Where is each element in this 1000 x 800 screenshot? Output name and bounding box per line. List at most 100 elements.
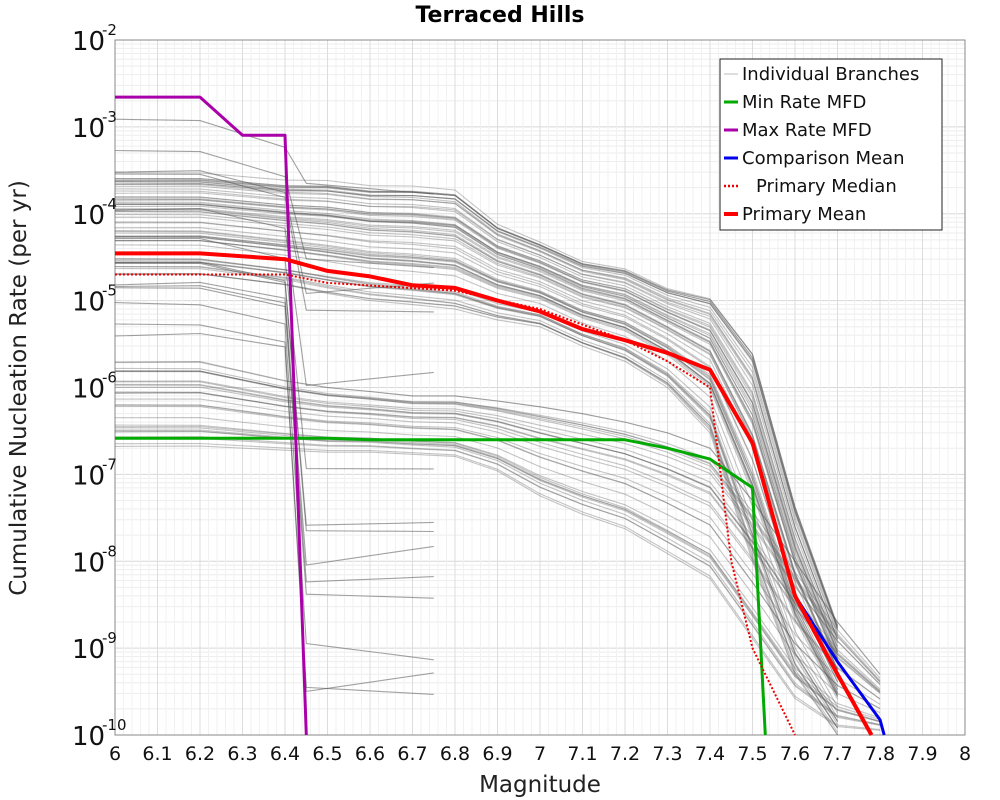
series-lines bbox=[115, 95, 886, 736]
branch-line bbox=[114, 261, 434, 526]
y-tick-base: 10 bbox=[72, 722, 105, 752]
x-tick-label: 6.1 bbox=[142, 743, 172, 765]
y-tick-base: 10 bbox=[72, 461, 105, 491]
x-tick-label: 6.5 bbox=[312, 743, 342, 765]
branch-line bbox=[114, 183, 839, 629]
series-max-rate-mfd bbox=[115, 95, 308, 736]
branch-line bbox=[115, 178, 839, 629]
x-tick-label: 7.3 bbox=[652, 743, 682, 765]
grid bbox=[114, 40, 966, 736]
branch-line bbox=[114, 404, 881, 710]
branch-line bbox=[114, 181, 839, 640]
branch-line bbox=[114, 209, 839, 664]
branch-line bbox=[114, 203, 839, 656]
y-tick-label: 10-10 bbox=[72, 716, 127, 752]
branch-line bbox=[114, 384, 881, 693]
y-tick-exponent: -8 bbox=[102, 542, 117, 560]
branch-line bbox=[114, 199, 839, 653]
branch-line bbox=[114, 380, 881, 685]
branch-line bbox=[115, 404, 881, 705]
legend-label: Max Rate MFD bbox=[742, 120, 872, 141]
branch-line bbox=[114, 190, 839, 648]
branch-line bbox=[114, 262, 838, 718]
y-tick-exponent: -10 bbox=[102, 716, 127, 734]
series-comparison-mean bbox=[793, 594, 886, 736]
branch-line bbox=[114, 183, 839, 629]
branch-line bbox=[114, 177, 839, 631]
legend-label: Primary Mean bbox=[742, 204, 866, 225]
series-min-rate-mfd bbox=[115, 436, 767, 736]
y-tick-exponent: -3 bbox=[102, 108, 117, 126]
branch-line bbox=[114, 185, 839, 636]
branch-line bbox=[114, 213, 839, 672]
branch-line bbox=[114, 425, 881, 719]
branch-line bbox=[114, 210, 839, 670]
x-tick-label: 6.2 bbox=[185, 743, 215, 765]
branch-line bbox=[114, 371, 881, 683]
chart-title: Terraced Hills bbox=[415, 3, 584, 28]
y-tick-label: 10-7 bbox=[72, 455, 117, 491]
x-tick-label: 7.8 bbox=[865, 743, 895, 765]
branch-line bbox=[114, 391, 881, 700]
plot-area bbox=[114, 39, 966, 736]
x-axis-ticks: 6 6.1 6.2 6.3 6.4 6.5 6.6 6.7 6.8 6.9 7 7.1 7.2 7.3 7.… bbox=[109, 743, 971, 765]
branch-line bbox=[115, 239, 838, 698]
branch-line bbox=[114, 258, 838, 725]
branch-line bbox=[114, 180, 839, 626]
branch-line bbox=[114, 236, 838, 696]
branch-line bbox=[114, 196, 839, 653]
branch-line bbox=[114, 179, 839, 628]
branch-line bbox=[114, 199, 839, 647]
branch-line bbox=[114, 211, 839, 671]
y-axis-label: Cumulative Nucleation Rate (per yr) bbox=[6, 180, 32, 596]
branch-line bbox=[114, 235, 838, 687]
branch-line bbox=[114, 236, 838, 697]
branch-line bbox=[114, 227, 838, 683]
branch-line bbox=[114, 240, 838, 700]
x-axis-label: Magnitude bbox=[479, 772, 601, 798]
branch-line bbox=[114, 437, 881, 726]
branch-line bbox=[114, 265, 838, 729]
x-tick-label: 7 bbox=[534, 743, 546, 765]
branch-line bbox=[114, 208, 839, 662]
legend-label: Min Rate MFD bbox=[742, 92, 866, 113]
branch-line bbox=[114, 445, 881, 731]
branch-line bbox=[114, 272, 838, 736]
branch-line bbox=[114, 285, 434, 583]
branch-line bbox=[114, 430, 881, 721]
branch-line bbox=[114, 118, 434, 195]
y-tick-exponent: -2 bbox=[102, 21, 117, 39]
legend-label: Primary Median bbox=[756, 176, 897, 197]
branch-line bbox=[114, 424, 881, 722]
branch-line bbox=[114, 417, 881, 714]
legend[interactable]: Individual Branches Min Rate MFD Max Rate … bbox=[719, 58, 943, 231]
x-tick-label: 7.1 bbox=[567, 743, 597, 765]
y-tick-label: 10-3 bbox=[72, 108, 117, 144]
y-tick-label: 10-8 bbox=[72, 542, 117, 578]
branch-line bbox=[114, 287, 434, 599]
individual-branches bbox=[114, 118, 881, 736]
branch-line bbox=[114, 266, 838, 735]
y-tick-exponent: -9 bbox=[102, 629, 117, 647]
branch-line bbox=[114, 203, 839, 662]
x-tick-label: 6.8 bbox=[440, 743, 470, 765]
y-tick-exponent: -5 bbox=[102, 282, 117, 300]
x-tick-label: 6 bbox=[109, 743, 121, 765]
x-tick-label: 6.4 bbox=[270, 743, 300, 765]
branch-line bbox=[114, 235, 838, 690]
y-tick-base: 10 bbox=[72, 635, 105, 665]
x-tick-label: 7.6 bbox=[780, 743, 810, 765]
branch-line bbox=[114, 230, 838, 693]
y-tick-label: 10-5 bbox=[72, 282, 117, 318]
y-tick-base: 10 bbox=[72, 201, 105, 231]
branch-line bbox=[114, 172, 839, 628]
branch-line bbox=[114, 240, 838, 695]
branch-line bbox=[114, 430, 881, 726]
branch-line bbox=[114, 183, 839, 640]
y-tick-label: 10-4 bbox=[72, 195, 117, 231]
branch-line bbox=[114, 392, 881, 694]
branch-line bbox=[114, 281, 434, 566]
branch-line bbox=[115, 237, 434, 470]
y-tick-base: 10 bbox=[72, 548, 105, 578]
